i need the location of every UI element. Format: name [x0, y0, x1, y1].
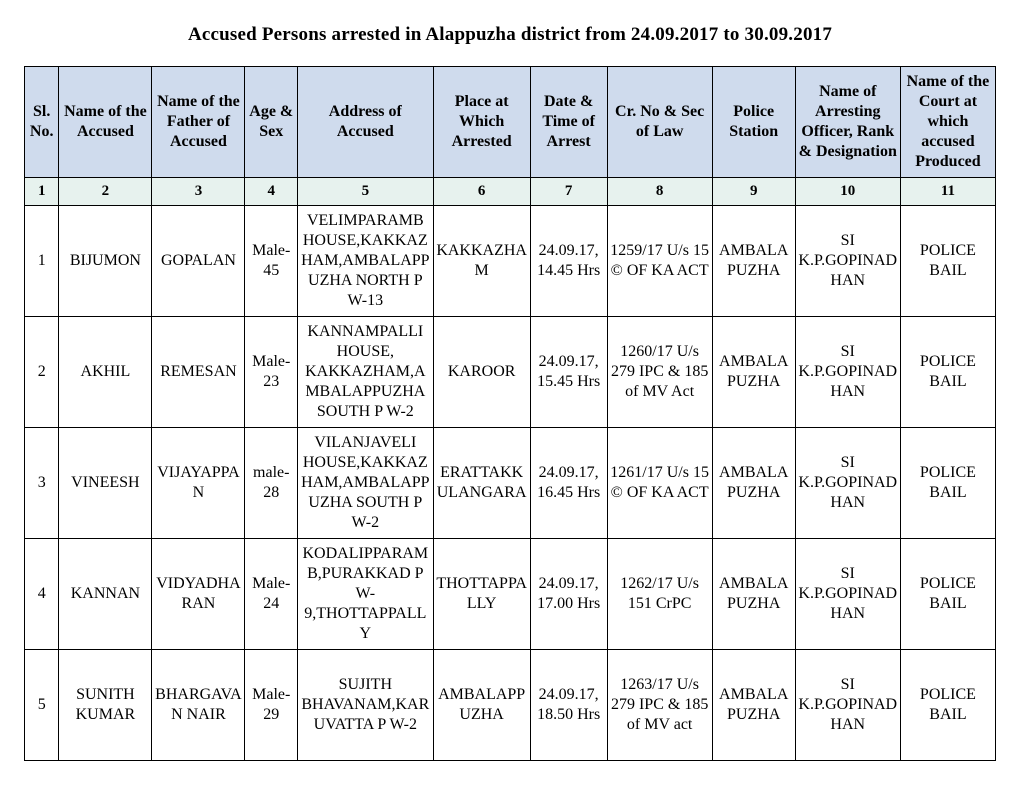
arrest-table: Sl. No. Name of the Accused Name of the …: [24, 66, 996, 761]
cell-place: KAROOR: [433, 317, 530, 428]
col-header-name: Name of the Accused: [59, 67, 152, 178]
cell-place: THOTTAPPALLY: [433, 539, 530, 650]
cell-date: 24.09.17, 14.45 Hrs: [530, 206, 607, 317]
cell-age: Male-23: [245, 317, 298, 428]
cell-address: SUJITH BHAVANAM,KARUVATTA P W-2: [298, 650, 434, 761]
cell-sl: 1: [25, 206, 59, 317]
col-header-place: Place at Which Arrested: [433, 67, 530, 178]
cell-cr: 1259/17 U/s 15 © OF KA ACT: [607, 206, 712, 317]
document-page: Accused Persons arrested in Alappuzha di…: [24, 24, 996, 761]
col-header-cr: Cr. No & Sec of Law: [607, 67, 712, 178]
cell-date: 24.09.17, 15.45 Hrs: [530, 317, 607, 428]
cell-father: GOPALAN: [152, 206, 245, 317]
col-num: 10: [795, 178, 900, 206]
cell-date: 24.09.17, 18.50 Hrs: [530, 650, 607, 761]
cell-name: VINEESH: [59, 428, 152, 539]
col-num: 3: [152, 178, 245, 206]
cell-cr: 1260/17 U/s 279 IPC & 185 of MV Act: [607, 317, 712, 428]
col-header-officer: Name of Arresting Officer, Rank & Design…: [795, 67, 900, 178]
table-row: 5 SUNITH KUMAR BHARGAVAN NAIR Male-29 SU…: [25, 650, 996, 761]
cell-station: AMBALAPUZHA: [712, 428, 795, 539]
cell-cr: 1263/17 U/s 279 IPC & 185 of MV act: [607, 650, 712, 761]
cell-age: male-28: [245, 428, 298, 539]
cell-sl: 5: [25, 650, 59, 761]
cell-officer: SI K.P.GOPINADHAN: [795, 317, 900, 428]
col-num: 8: [607, 178, 712, 206]
table-row: 2 AKHIL REMESAN Male-23 KANNAMPALLI HOUS…: [25, 317, 996, 428]
table-row: 3 VINEESH VIJAYAPPAN male-28 VILANJAVELI…: [25, 428, 996, 539]
col-num: 1: [25, 178, 59, 206]
col-num: 4: [245, 178, 298, 206]
cell-place: ERATTAKKULANGARA: [433, 428, 530, 539]
col-num: 9: [712, 178, 795, 206]
table-row: 1 BIJUMON GOPALAN Male-45 VELIMPARAMB HO…: [25, 206, 996, 317]
cell-court: POLICE BAIL: [900, 428, 995, 539]
cell-court: POLICE BAIL: [900, 206, 995, 317]
cell-officer: SI K.P.GOPINADHAN: [795, 206, 900, 317]
cell-age: Male-24: [245, 539, 298, 650]
cell-date: 24.09.17, 17.00 Hrs: [530, 539, 607, 650]
col-header-address: Address of Accused: [298, 67, 434, 178]
cell-officer: SI K.P.GOPINADHAN: [795, 428, 900, 539]
cell-father: VIDYADHARAN: [152, 539, 245, 650]
col-header-sl: Sl. No.: [25, 67, 59, 178]
cell-place: AMBALAPPUZHA: [433, 650, 530, 761]
cell-officer: SI K.P.GOPINADHAN: [795, 650, 900, 761]
table-body: 1 BIJUMON GOPALAN Male-45 VELIMPARAMB HO…: [25, 206, 996, 761]
cell-name: KANNAN: [59, 539, 152, 650]
cell-address: VELIMPARAMB HOUSE,KAKKAZHAM,AMBALAPPUZHA…: [298, 206, 434, 317]
cell-address: KODALIPPARAMB,PURAKKAD P W-9,THOTTAPPALL…: [298, 539, 434, 650]
cell-father: REMESAN: [152, 317, 245, 428]
col-num: 2: [59, 178, 152, 206]
col-header-station: Police Station: [712, 67, 795, 178]
cell-cr: 1261/17 U/s 15 © OF KA ACT: [607, 428, 712, 539]
cell-date: 24.09.17, 16.45 Hrs: [530, 428, 607, 539]
table-row: 4 KANNAN VIDYADHARAN Male-24 KODALIPPARA…: [25, 539, 996, 650]
col-num: 5: [298, 178, 434, 206]
col-header-court: Name of the Court at which accused Produ…: [900, 67, 995, 178]
cell-officer: SI K.P.GOPINADHAN: [795, 539, 900, 650]
col-num: 7: [530, 178, 607, 206]
cell-station: AMBALAPUZHA: [712, 317, 795, 428]
cell-address: KANNAMPALLI HOUSE, KAKKAZHAM,AMBALAPPUZH…: [298, 317, 434, 428]
cell-court: POLICE BAIL: [900, 539, 995, 650]
cell-station: AMBALAPUZHA: [712, 650, 795, 761]
col-header-age: Age & Sex: [245, 67, 298, 178]
cell-place: KAKKAZHAM: [433, 206, 530, 317]
page-title: Accused Persons arrested in Alappuzha di…: [24, 24, 996, 46]
cell-court: POLICE BAIL: [900, 317, 995, 428]
cell-name: AKHIL: [59, 317, 152, 428]
cell-station: AMBALAPUZHA: [712, 539, 795, 650]
cell-father: BHARGAVAN NAIR: [152, 650, 245, 761]
table-number-row: 1 2 3 4 5 6 7 8 9 10 11: [25, 178, 996, 206]
cell-age: Male-29: [245, 650, 298, 761]
cell-age: Male-45: [245, 206, 298, 317]
cell-sl: 2: [25, 317, 59, 428]
col-num: 11: [900, 178, 995, 206]
cell-sl: 3: [25, 428, 59, 539]
col-header-date: Date & Time of Arrest: [530, 67, 607, 178]
cell-cr: 1262/17 U/s 151 CrPC: [607, 539, 712, 650]
col-header-father: Name of the Father of Accused: [152, 67, 245, 178]
cell-address: VILANJAVELI HOUSE,KAKKAZHAM,AMBALAPPUZHA…: [298, 428, 434, 539]
col-num: 6: [433, 178, 530, 206]
cell-father: VIJAYAPPAN: [152, 428, 245, 539]
cell-name: SUNITH KUMAR: [59, 650, 152, 761]
cell-sl: 4: [25, 539, 59, 650]
table-header-row: Sl. No. Name of the Accused Name of the …: [25, 67, 996, 178]
cell-station: AMBALAPUZHA: [712, 206, 795, 317]
cell-name: BIJUMON: [59, 206, 152, 317]
cell-court: POLICE BAIL: [900, 650, 995, 761]
